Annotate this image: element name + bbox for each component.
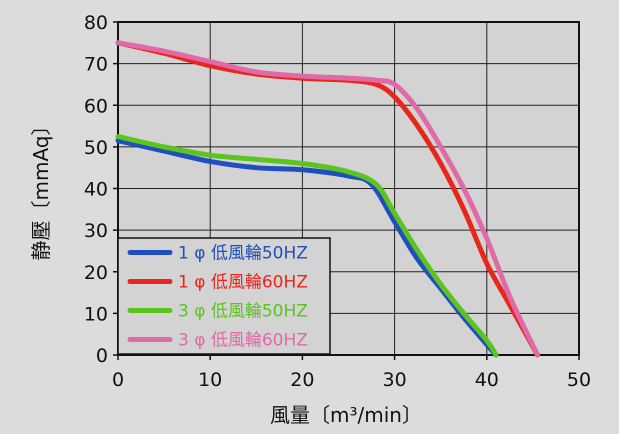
x-tick-label: 20 <box>290 369 314 391</box>
series-line-3 <box>115 133 499 358</box>
x-tick-label: 10 <box>198 369 222 391</box>
y-ticks: 0 10 20 30 40 50 60 70 80 <box>84 12 118 367</box>
legend-entry-label: 3 φ 低風輪50HZ <box>178 302 308 322</box>
y-tick-label: 30 <box>84 220 108 242</box>
series-lines <box>115 40 541 358</box>
x-tick-label: 50 <box>567 369 591 391</box>
legend-entry-label: 1 φ 低風輪60HZ <box>178 273 308 293</box>
y-tick-label: 50 <box>84 137 108 159</box>
y-tick-label: 60 <box>84 95 108 117</box>
legend-box <box>117 237 331 355</box>
x-axis-label: 風量〔m³/min〕 <box>270 403 422 427</box>
series-line-1 <box>115 138 499 358</box>
y-tick-label: 10 <box>84 303 108 325</box>
x-tick-label: 40 <box>475 369 499 391</box>
y-axis-label: 静壓〔mmAq〕 <box>29 116 53 261</box>
y-tick-label: 40 <box>84 179 108 201</box>
legend: 1 φ 低風輪50HZ 1 φ 低風輪60HZ 3 φ 低風輪50HZ 3 φ 低風輪… <box>117 237 331 355</box>
x-ticks: 0 10 20 30 40 50 <box>112 355 591 391</box>
y-tick-label: 0 <box>96 345 108 367</box>
series-line-2 <box>115 40 541 358</box>
x-tick-label: 30 <box>383 369 407 391</box>
y-tick-label: 20 <box>84 262 108 284</box>
y-tick-label: 80 <box>84 12 108 34</box>
legend-entry-label: 1 φ 低風輪50HZ <box>178 244 308 264</box>
series-line-4 <box>115 40 541 358</box>
legend-entry-label: 3 φ 低風輪60HZ <box>178 331 308 351</box>
x-tick-label: 0 <box>112 369 124 391</box>
y-tick-label: 70 <box>84 54 108 76</box>
